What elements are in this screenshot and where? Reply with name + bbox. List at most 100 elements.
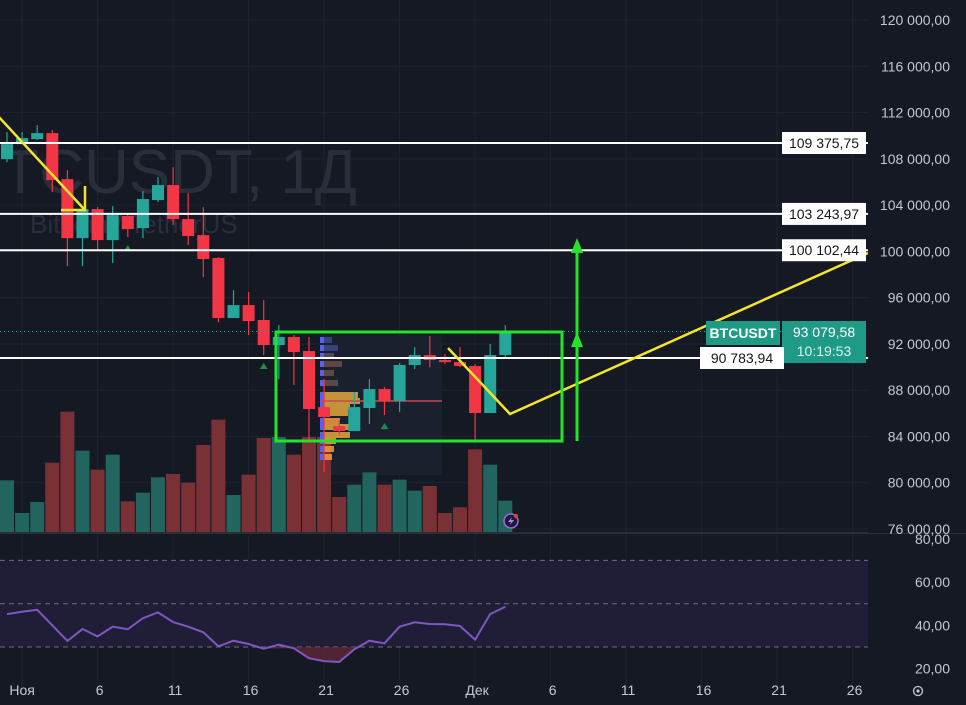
volume-bar — [256, 438, 271, 532]
price-tick-label: 88 000,00 — [888, 382, 950, 398]
candle — [393, 363, 406, 413]
candle-body — [363, 389, 376, 409]
volume-bar — [90, 469, 105, 532]
time-tick-label: 26 — [394, 682, 410, 698]
volume-bar — [468, 449, 483, 532]
candle-body — [106, 215, 119, 241]
buy-signal-marker — [259, 363, 268, 370]
target-arrow-head[interactable] — [571, 238, 583, 253]
candle — [333, 420, 346, 436]
price-axis-background — [868, 0, 966, 533]
range-box[interactable] — [274, 330, 564, 443]
projection-line[interactable] — [447, 251, 869, 416]
volume-profile-bar — [320, 424, 324, 430]
volume-bar — [407, 490, 422, 532]
volume-profile-bar — [324, 345, 338, 351]
level-price-label: 100 102,44 — [789, 242, 859, 258]
volume-profile-bar — [320, 454, 324, 460]
volume-profile-bar — [320, 404, 324, 410]
candle-body — [91, 209, 104, 241]
candle-body — [167, 185, 180, 220]
target-arrow-head[interactable] — [571, 332, 583, 347]
candle — [318, 379, 331, 472]
volume-profile-bar — [320, 345, 324, 351]
candle — [106, 206, 119, 264]
rsi-tick-label: 20,00 — [915, 661, 950, 677]
volume-profile-bar — [324, 370, 334, 376]
symbol-label: BTCUSDT — [706, 321, 780, 345]
drawings[interactable] — [0, 116, 869, 443]
candle-body — [499, 331, 512, 356]
time-tick-label: 21 — [771, 682, 787, 698]
price-tick-label: 84 000,00 — [888, 428, 950, 444]
watermark: BTCUSDT, 1Д Bitcoin / TetherUS — [0, 138, 357, 239]
candle — [1, 132, 13, 163]
candle-body — [333, 426, 346, 432]
volume-bar — [437, 513, 452, 532]
candle — [152, 177, 164, 203]
time-axis[interactable]: Ноя 6 11 16 21 26 Дек 6 11 16 21 26 — [9, 682, 862, 698]
horizontal-levels[interactable] — [0, 142, 868, 360]
volume-bar — [302, 437, 316, 532]
level-price-box[interactable] — [782, 239, 866, 262]
volume-profile-bar — [320, 432, 324, 438]
level-price-label: 109 375,75 — [789, 135, 859, 151]
volume-bar — [286, 454, 301, 532]
candle — [303, 337, 315, 443]
volume-bar — [271, 437, 286, 532]
candle — [76, 207, 89, 267]
volume-bar — [60, 411, 75, 532]
level-price-box[interactable] — [700, 347, 784, 370]
candle-body — [318, 407, 331, 418]
time-tick-label: 16 — [243, 682, 259, 698]
volume-profile-bar — [324, 418, 340, 424]
trend-arrow-head[interactable] — [61, 186, 87, 212]
rsi-oversold-fill — [255, 647, 363, 662]
volume-profile-bar — [324, 361, 342, 367]
volume-profile-bar — [320, 392, 324, 398]
gear-icon[interactable] — [912, 685, 924, 697]
volume-profile-bar — [320, 337, 324, 343]
volume-bar — [196, 445, 211, 532]
price-axis[interactable]: 120 000,00 116 000,00 112 000,00 108 000,00… — [868, 0, 966, 537]
level-price-box[interactable] — [782, 132, 866, 154]
bar-countdown: 10:19:53 — [797, 343, 852, 359]
candle-body — [197, 235, 210, 260]
volume-bar — [0, 480, 14, 532]
candle — [378, 387, 391, 416]
candle-body — [227, 305, 240, 319]
volume-bar — [332, 497, 347, 532]
time-tick-label: 26 — [847, 682, 863, 698]
trend-arrow-line[interactable] — [0, 116, 85, 210]
candle-body — [454, 362, 466, 367]
candle — [182, 193, 195, 246]
candle — [167, 167, 180, 226]
level-price-box[interactable] — [782, 202, 866, 225]
volume-bar — [317, 437, 332, 532]
volume-bar — [151, 477, 165, 532]
candle-body — [438, 360, 451, 363]
candle — [197, 207, 210, 278]
time-tick-label: 6 — [549, 682, 557, 698]
rsi-tick-label: 60,00 — [915, 574, 950, 590]
lightning-icon[interactable] — [503, 513, 519, 529]
candle-body — [152, 185, 164, 201]
volume-bar — [211, 419, 226, 532]
volume-profile-bar — [324, 392, 358, 398]
volume-bar — [377, 484, 392, 532]
volume-bar — [120, 501, 135, 532]
candle — [257, 300, 270, 356]
volume-bar — [347, 484, 362, 532]
last-price-label: 93 079,58 10:19:53 — [782, 321, 866, 363]
volume-bars — [0, 411, 513, 532]
volume-profile-bar — [324, 410, 348, 416]
candle-body — [242, 305, 255, 322]
price-tick-label: 76 000,00 — [888, 521, 950, 537]
volume-profile-bar — [320, 353, 324, 359]
candle — [348, 392, 361, 432]
candle — [272, 325, 285, 380]
candle — [227, 290, 240, 319]
level-price-labels[interactable]: 109 375,75 103 243,97 100 102,44 90 783,94 — [700, 132, 866, 370]
volume-bar — [105, 454, 120, 532]
